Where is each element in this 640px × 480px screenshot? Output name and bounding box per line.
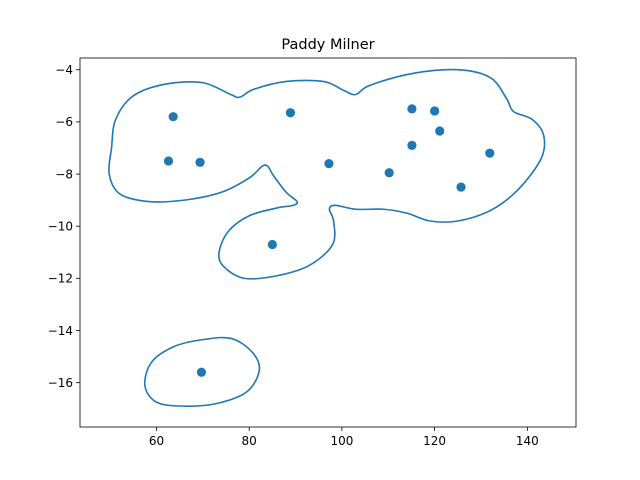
data-point <box>485 148 495 158</box>
data-point <box>168 112 178 122</box>
density-contour-1 <box>108 68 546 280</box>
y-tick-label: −4 <box>55 63 73 77</box>
y-tick-label: −16 <box>48 376 73 390</box>
data-point <box>195 157 205 167</box>
x-tick-label: 60 <box>149 434 164 448</box>
data-point <box>407 104 417 114</box>
data-point <box>384 168 394 178</box>
x-tick-label: 100 <box>330 434 353 448</box>
data-point <box>430 106 440 116</box>
data-point <box>435 126 445 136</box>
y-tick-label: −8 <box>55 167 73 181</box>
axis-ticks: 60 80 100 120 140 −16 −14 −12 −10 −8 −6 −4 <box>48 63 539 448</box>
data-point <box>267 239 277 250</box>
plot-area <box>108 68 546 407</box>
x-tick-label: 80 <box>242 434 257 448</box>
y-tick-label: −12 <box>48 272 73 286</box>
y-tick-label: −6 <box>55 115 73 129</box>
data-point <box>196 367 207 377</box>
x-tick-label: 120 <box>423 434 446 448</box>
y-tick-label: −14 <box>48 324 73 338</box>
y-tick-label: −10 <box>48 220 73 234</box>
x-tick-label: 140 <box>516 434 539 448</box>
data-point <box>285 108 296 118</box>
density-contour-2 <box>143 336 261 407</box>
data-point <box>456 182 466 192</box>
data-point <box>407 140 417 150</box>
chart-title: Paddy Milner <box>281 37 374 53</box>
data-point <box>324 159 334 169</box>
data-point <box>163 156 174 166</box>
axes-frame <box>79 57 577 428</box>
